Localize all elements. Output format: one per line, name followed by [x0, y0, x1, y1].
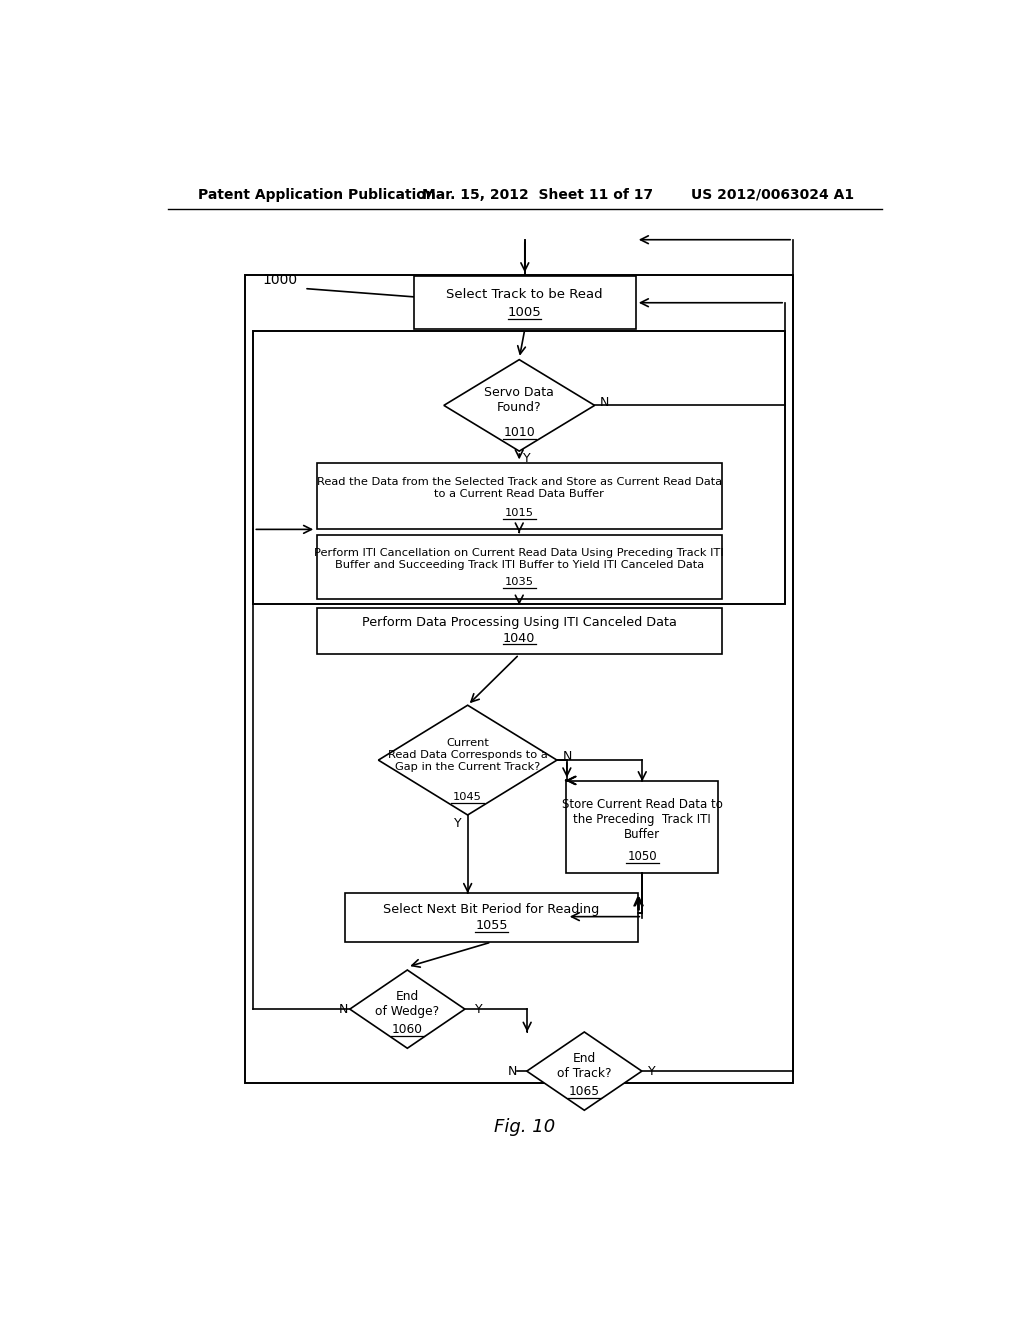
Bar	[345, 894, 638, 942]
Text: Patent Application Publication: Patent Application Publication	[198, 187, 435, 202]
Text: Read the Data from the Selected Track and Store as Current Read Data
to a Curren: Read the Data from the Selected Track an…	[316, 477, 722, 499]
Text: Y: Y	[454, 817, 461, 830]
Bar	[316, 463, 722, 529]
Text: End
of Track?: End of Track?	[557, 1052, 611, 1080]
Text: 1065: 1065	[568, 1085, 600, 1098]
Text: Y: Y	[648, 1065, 655, 1077]
Text: 1050: 1050	[628, 850, 657, 863]
Bar	[246, 276, 793, 1084]
Text: 1000: 1000	[263, 273, 298, 288]
Text: 1045: 1045	[454, 792, 482, 801]
Polygon shape	[526, 1032, 642, 1110]
Text: 1035: 1035	[505, 577, 534, 587]
Text: Y: Y	[475, 1003, 482, 1015]
Text: Select Next Bit Period for Reading: Select Next Bit Period for Reading	[383, 903, 600, 916]
Text: US 2012/0063024 A1: US 2012/0063024 A1	[691, 187, 855, 202]
Text: 1015: 1015	[505, 508, 534, 517]
Polygon shape	[443, 359, 595, 451]
Text: 1010: 1010	[504, 426, 536, 440]
Text: Store Current Read Data to
the Preceding  Track ITI
Buffer: Store Current Read Data to the Preceding…	[562, 797, 723, 841]
Text: Perform ITI Cancellation on Current Read Data Using Preceding Track ITI
Buffer a: Perform ITI Cancellation on Current Read…	[314, 548, 724, 570]
Text: 1040: 1040	[503, 632, 536, 644]
Text: 1055: 1055	[475, 919, 508, 932]
Text: Select Track to be Read: Select Track to be Read	[446, 288, 603, 301]
Text: N: N	[563, 750, 572, 763]
Bar	[316, 607, 722, 655]
Polygon shape	[350, 970, 465, 1048]
Text: Perform Data Processing Using ITI Canceled Data: Perform Data Processing Using ITI Cancel…	[361, 616, 677, 630]
Bar	[316, 536, 722, 598]
Text: Fig. 10: Fig. 10	[495, 1118, 555, 1137]
Text: Servo Data
Found?: Servo Data Found?	[484, 387, 554, 414]
Text: N: N	[599, 396, 609, 409]
Bar	[253, 331, 785, 603]
Polygon shape	[379, 705, 557, 814]
Text: N: N	[508, 1065, 517, 1077]
Text: Current
Read Data Corresponds to a
Gap in the Current Track?: Current Read Data Corresponds to a Gap i…	[388, 738, 548, 772]
Bar	[414, 276, 636, 329]
Text: 1060: 1060	[392, 1023, 423, 1036]
Text: Y: Y	[523, 453, 530, 465]
Text: End
of Wedge?: End of Wedge?	[375, 990, 439, 1018]
Text: N: N	[339, 1003, 348, 1015]
Bar	[566, 781, 719, 873]
Text: Mar. 15, 2012  Sheet 11 of 17: Mar. 15, 2012 Sheet 11 of 17	[422, 187, 652, 202]
Text: 1005: 1005	[508, 306, 542, 319]
